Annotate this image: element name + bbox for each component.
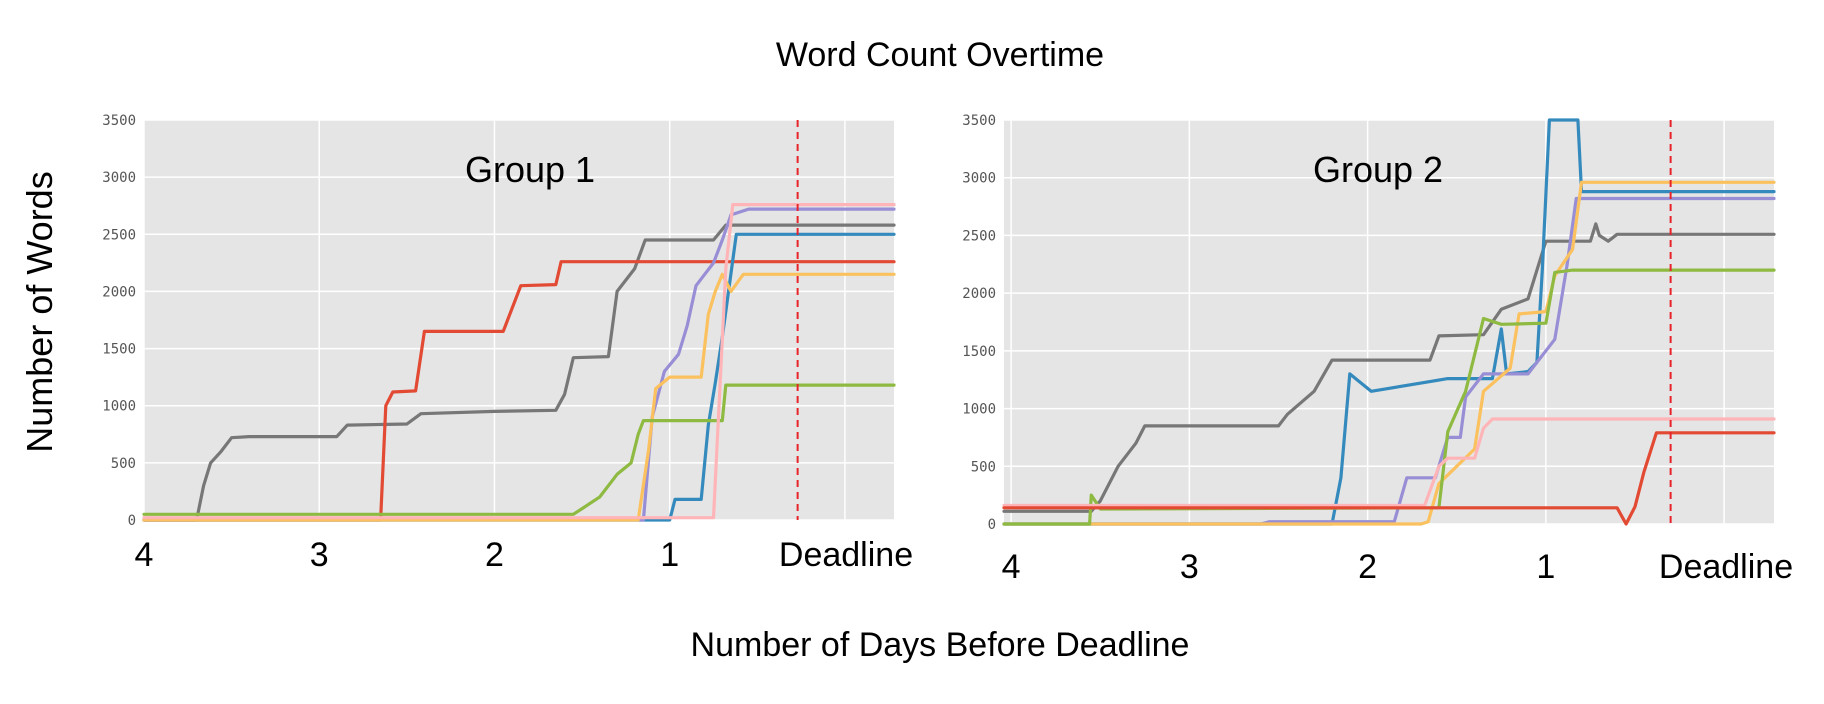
x-tick-label: 4 xyxy=(135,536,154,574)
chart-panel-group-2: 0 500 1000 1500 2000 2500 3000 3500 4 3 2 1 Deadline… xyxy=(962,113,1793,586)
series-line-purple xyxy=(1002,196,1776,526)
y-axis-label: Number of Words xyxy=(19,171,60,452)
x-tick-label: 2 xyxy=(1358,548,1377,586)
x-tick-label: 1 xyxy=(660,536,679,574)
y-tick-label: 500 xyxy=(971,459,996,475)
x-tick-label: 3 xyxy=(1180,548,1199,586)
y-tick-label: 3000 xyxy=(102,170,136,186)
y-tick-label: 0 xyxy=(128,513,136,529)
y-tick-label: 2500 xyxy=(102,227,136,243)
y-tick-label: 1500 xyxy=(102,342,136,358)
y-tick-label: 3500 xyxy=(102,113,136,129)
x-tick-label: 3 xyxy=(310,536,329,574)
panel-title: Group 2 xyxy=(1313,149,1443,190)
y-tick-label: 0 xyxy=(988,517,996,533)
y-tick-label: 3500 xyxy=(962,113,996,129)
series-line-blue xyxy=(1002,118,1776,526)
y-tick-label: 1000 xyxy=(962,402,996,418)
y-tick-label: 1000 xyxy=(102,399,136,415)
series-line-red xyxy=(1002,431,1776,526)
series-line-yellow xyxy=(1002,180,1776,526)
x-tick-label: 1 xyxy=(1536,548,1555,586)
series-line-pink xyxy=(142,203,896,520)
x-tick-label: 4 xyxy=(1002,548,1021,586)
x-axis-label: Number of Days Before Deadline xyxy=(691,626,1190,664)
panel-title: Group 1 xyxy=(465,149,595,190)
series-line-pink xyxy=(1002,417,1776,508)
series-line-gray xyxy=(142,223,896,522)
y-tick-label: 1500 xyxy=(962,344,996,360)
figure-title: Word Count Overtime xyxy=(776,36,1104,74)
chart-panel-group-1: 0 500 1000 1500 2000 2500 3000 3500 4 3 2 1 Deadline… xyxy=(102,113,913,574)
y-tick-label: 2000 xyxy=(102,284,136,300)
x-tick-label: Deadline xyxy=(779,536,913,574)
y-tick-label: 2500 xyxy=(962,228,996,244)
y-tick-label: 3000 xyxy=(962,171,996,187)
plot-background xyxy=(1004,120,1774,524)
plot-background xyxy=(144,120,894,520)
y-tick-label: 2000 xyxy=(962,286,996,302)
series-line-green xyxy=(1002,268,1776,526)
series-line-red xyxy=(142,260,896,522)
x-tick-label: 2 xyxy=(485,536,504,574)
y-tick-label: 500 xyxy=(111,456,136,472)
series-line-gray xyxy=(1002,222,1776,513)
series-line-blue xyxy=(142,232,896,522)
x-tick-label: Deadline xyxy=(1659,548,1793,586)
series-line-yellow xyxy=(142,272,896,522)
series-line-green xyxy=(142,383,896,516)
